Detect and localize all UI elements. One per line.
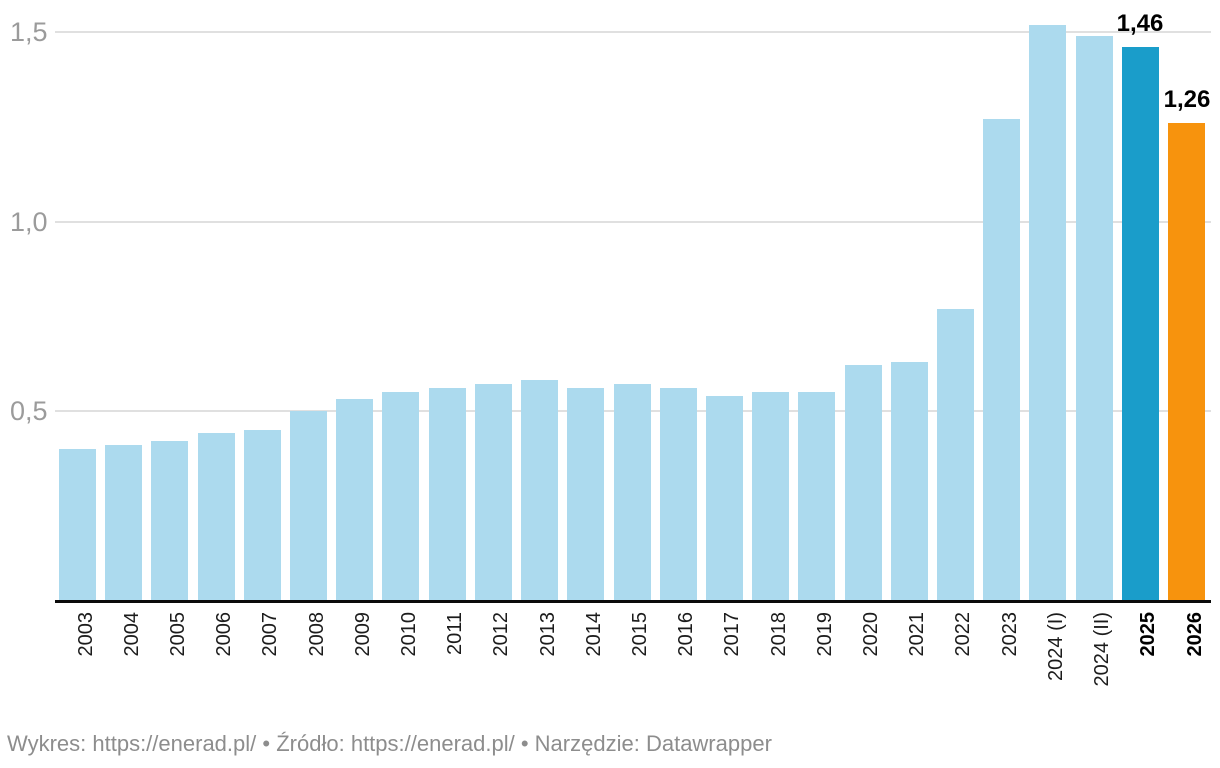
- x-tick-label-2022: 2022: [952, 612, 974, 657]
- footer-chart-link[interactable]: https://enerad.pl/: [92, 731, 257, 756]
- bar-2004[interactable]: [105, 445, 142, 600]
- x-tick-label-2020: 2020: [860, 612, 882, 657]
- footer-source-link[interactable]: https://enerad.pl/: [350, 731, 515, 756]
- x-tick-label-2012: 2012: [490, 612, 512, 657]
- bar-2006[interactable]: [198, 433, 235, 600]
- plot-area: 2003 2004 2005 2006 2007 2008 2009 2010 2011 2012…: [55, 0, 1211, 686]
- x-tick-label-2008: 2008: [306, 612, 328, 657]
- bar-2025[interactable]: [1122, 47, 1159, 600]
- chart-footer: Wykres: https://enerad.pl/ • Źródło: htt…: [7, 731, 772, 757]
- bar-2019[interactable]: [798, 392, 835, 600]
- bar-2016[interactable]: [660, 388, 697, 600]
- footer-separator: •: [262, 731, 271, 756]
- x-tick-label-2004: 2004: [121, 612, 143, 657]
- y-tick-label-1,0: 1,0: [10, 207, 48, 237]
- x-tick-label-2023: 2023: [999, 612, 1021, 657]
- x-tick-label-2024-ii: 2024 (II): [1091, 612, 1113, 687]
- y-tick-label-0,5: 0,5: [10, 396, 48, 426]
- bar-2005[interactable]: [151, 441, 188, 600]
- x-tick-label-2018: 2018: [768, 612, 790, 657]
- bar-2013[interactable]: [521, 380, 558, 600]
- x-tick-label-2015: 2015: [629, 612, 651, 657]
- bar-2007[interactable]: [244, 430, 281, 600]
- footer-source-label: Źródło:: [276, 731, 345, 756]
- bar-2003[interactable]: [59, 449, 96, 600]
- x-tick-label-2021: 2021: [906, 612, 928, 657]
- x-tick-label-2016: 2016: [675, 612, 697, 657]
- bar-2010[interactable]: [382, 392, 419, 600]
- gridline-1,5: [55, 31, 1211, 33]
- value-label-2026: 1,26: [1163, 86, 1211, 113]
- x-tick-label-2005: 2005: [167, 612, 189, 657]
- x-tick-label-2026: 2026: [1184, 612, 1206, 657]
- x-tick-label-2025: 2025: [1137, 612, 1159, 657]
- bar-2020[interactable]: [845, 365, 882, 600]
- gridline-1,0: [55, 221, 1211, 223]
- bar-2015[interactable]: [614, 384, 651, 600]
- x-tick-label-2006: 2006: [213, 612, 235, 657]
- bar-2022[interactable]: [937, 309, 974, 600]
- x-axis-line: [55, 600, 1211, 603]
- x-tick-label-2019: 2019: [814, 612, 836, 657]
- x-tick-label-2007: 2007: [259, 612, 281, 657]
- footer-separator: •: [520, 731, 529, 756]
- bar-2008[interactable]: [290, 411, 327, 600]
- x-tick-label-2009: 2009: [352, 612, 374, 657]
- bar-2017[interactable]: [706, 396, 743, 600]
- bar-2023[interactable]: [983, 119, 1020, 600]
- bar-2026[interactable]: [1168, 123, 1205, 600]
- x-tick-label-2011: 2011: [444, 612, 466, 656]
- x-tick-label-2017: 2017: [721, 612, 743, 657]
- bar-2021[interactable]: [891, 362, 928, 600]
- x-tick-label-2010: 2010: [398, 612, 420, 657]
- bar-2024-ii[interactable]: [1076, 36, 1113, 600]
- footer-tool-link[interactable]: Datawrapper: [645, 731, 772, 756]
- bar-2009[interactable]: [336, 399, 373, 600]
- footer-chart-label: Wykres:: [7, 731, 87, 756]
- bar-2011[interactable]: [429, 388, 466, 600]
- x-tick-label-2014: 2014: [583, 612, 605, 657]
- x-tick-label-2024-i: 2024 (I): [1045, 612, 1067, 681]
- bar-2024-i[interactable]: [1029, 25, 1066, 600]
- value-label-2025: 1,46: [1116, 10, 1164, 37]
- x-tick-label-2003: 2003: [75, 612, 97, 657]
- x-tick-label-2013: 2013: [537, 612, 559, 657]
- bar-2012[interactable]: [475, 384, 512, 600]
- bar-2014[interactable]: [567, 388, 604, 600]
- y-tick-label-1,5: 1,5: [10, 17, 48, 47]
- footer-tool-label: Narzędzie:: [534, 731, 640, 756]
- bar-2018[interactable]: [752, 392, 789, 600]
